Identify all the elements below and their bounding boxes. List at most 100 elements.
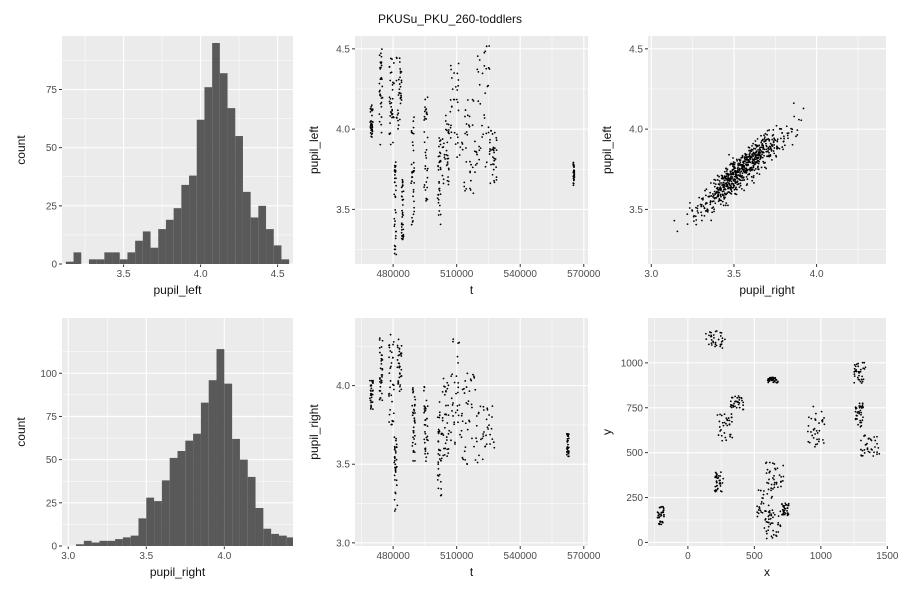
data-point xyxy=(783,137,786,140)
data-point xyxy=(771,145,774,148)
tick-label-x: 540000 xyxy=(504,269,538,280)
data-point xyxy=(773,147,776,149)
data-point xyxy=(858,406,861,409)
x-axis-title: pupil_right xyxy=(150,565,206,579)
data-point xyxy=(759,148,762,151)
data-point xyxy=(749,151,751,154)
data-point xyxy=(438,145,440,148)
data-point xyxy=(758,144,761,147)
data-point xyxy=(762,146,765,148)
data-point xyxy=(370,133,373,136)
data-point xyxy=(732,157,734,159)
data-point xyxy=(710,344,713,346)
data-point xyxy=(468,390,471,393)
data-point xyxy=(657,514,660,517)
data-point xyxy=(414,459,416,462)
data-point xyxy=(388,413,391,416)
data-point xyxy=(710,342,713,345)
data-point xyxy=(572,169,575,172)
data-point xyxy=(714,490,717,493)
data-point xyxy=(780,475,783,478)
data-point xyxy=(729,184,732,187)
data-point xyxy=(721,421,724,424)
data-point xyxy=(398,366,401,369)
data-point xyxy=(395,437,398,440)
data-point xyxy=(492,441,495,444)
data-point xyxy=(492,149,495,152)
data-point xyxy=(380,116,383,118)
data-point xyxy=(412,431,415,434)
data-point xyxy=(755,150,758,153)
data-point xyxy=(773,474,775,477)
data-point xyxy=(867,450,870,453)
data-point xyxy=(734,169,737,172)
histogram-bar xyxy=(107,540,116,546)
data-point xyxy=(478,454,480,457)
data-point xyxy=(438,210,441,212)
data-point xyxy=(736,396,739,399)
data-point xyxy=(717,188,719,191)
data-point xyxy=(859,380,862,383)
data-point xyxy=(732,163,735,165)
data-point xyxy=(401,199,404,201)
data-point xyxy=(457,386,460,389)
data-point xyxy=(770,158,773,161)
histogram-bar xyxy=(91,542,100,546)
data-point xyxy=(739,161,742,164)
y-axis-title: count xyxy=(14,135,28,165)
data-point xyxy=(455,392,457,395)
data-point xyxy=(485,434,487,437)
data-point xyxy=(822,438,824,441)
data-point xyxy=(424,406,427,409)
data-point xyxy=(388,96,391,99)
data-point xyxy=(370,104,373,107)
data-point xyxy=(708,195,711,198)
data-point xyxy=(762,493,765,496)
data-point xyxy=(862,406,864,409)
data-point xyxy=(394,450,397,453)
data-point xyxy=(773,377,776,380)
data-point xyxy=(695,206,697,209)
data-point xyxy=(701,198,704,201)
data-point xyxy=(777,523,779,526)
data-point xyxy=(762,502,765,505)
tick-label-x: 4.5 xyxy=(271,269,285,280)
data-point xyxy=(735,406,738,409)
data-point xyxy=(394,508,397,511)
data-point xyxy=(858,405,861,407)
data-point xyxy=(394,237,397,240)
data-point xyxy=(393,193,396,196)
histogram-bar xyxy=(150,247,159,264)
data-point xyxy=(491,438,494,441)
data-point xyxy=(767,378,770,381)
data-point xyxy=(859,425,862,428)
x-axis-title: t xyxy=(470,565,474,579)
data-point xyxy=(760,155,762,158)
data-point xyxy=(695,219,698,221)
data-point xyxy=(412,195,414,198)
data-point xyxy=(663,515,665,518)
data-point xyxy=(749,149,752,152)
data-point xyxy=(394,171,397,174)
panel-background xyxy=(648,36,886,264)
data-point xyxy=(495,166,498,169)
data-point xyxy=(395,79,398,82)
data-point xyxy=(872,455,875,457)
data-point xyxy=(440,459,442,462)
data-point xyxy=(723,179,726,182)
data-point xyxy=(371,401,374,403)
data-point xyxy=(441,390,444,393)
data-point xyxy=(380,358,383,361)
data-point xyxy=(412,459,415,462)
data-point xyxy=(392,388,395,391)
histogram-bar xyxy=(76,544,84,546)
marks xyxy=(65,42,290,264)
data-point xyxy=(719,199,722,202)
data-point xyxy=(392,81,394,84)
data-point xyxy=(876,435,878,438)
y-axis-title: pupil_right xyxy=(307,404,321,460)
data-point xyxy=(450,431,452,434)
data-point xyxy=(742,404,744,407)
data-point xyxy=(742,162,745,165)
data-point xyxy=(861,361,864,364)
